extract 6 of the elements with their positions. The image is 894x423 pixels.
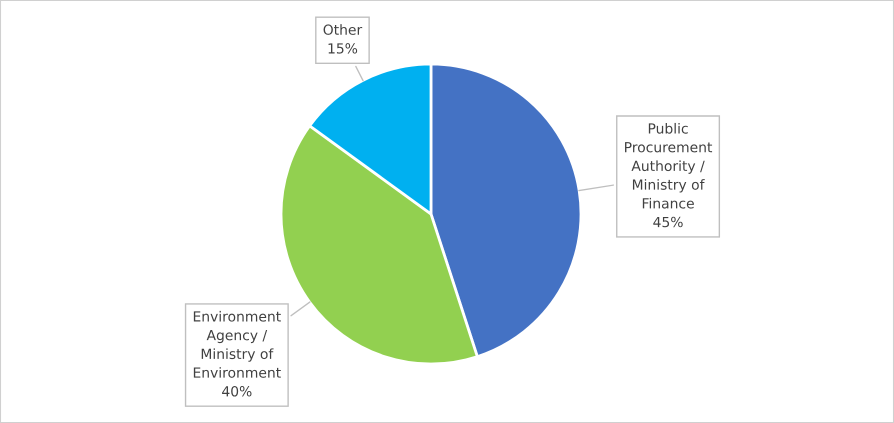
slice-label: Other bbox=[324, 24, 362, 35]
data-label: 40% bbox=[222, 386, 252, 397]
slice-label: Environment Agency / Ministry of Environment bbox=[194, 310, 281, 378]
data-label: 15% bbox=[328, 43, 358, 54]
data-label: 45% bbox=[653, 216, 683, 228]
slice-label: Public Procurement Authority / Ministry of Finance bbox=[625, 122, 712, 209]
